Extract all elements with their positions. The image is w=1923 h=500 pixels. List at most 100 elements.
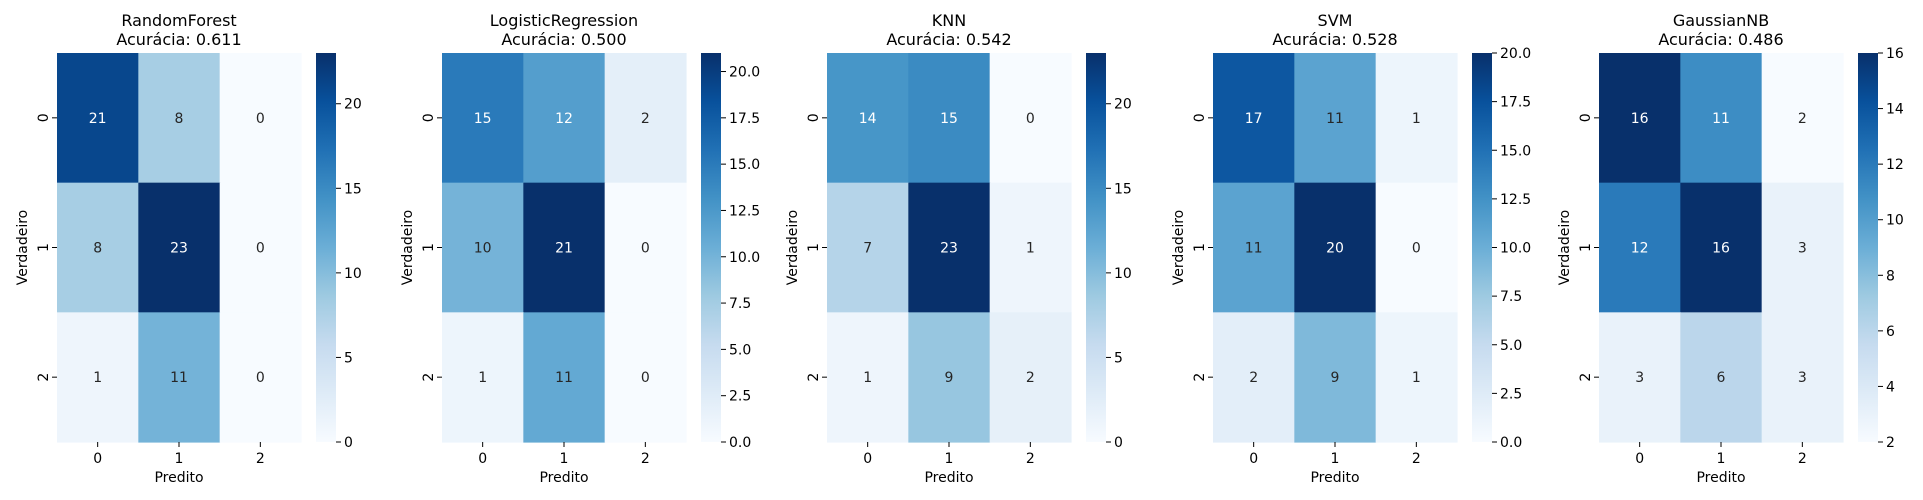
cell-value-label: 11 (555, 370, 573, 386)
x-tick-label: 1 (175, 451, 184, 467)
colorbar (701, 53, 721, 442)
colorbar-tick-label: 2 (1886, 435, 1895, 451)
x-tick-label: 0 (863, 451, 872, 467)
colorbar (1472, 53, 1492, 442)
y-tick-label: 2 (421, 373, 437, 382)
x-tick-label: 1 (945, 451, 954, 467)
colorbar-tick-label: 16 (1886, 46, 1904, 62)
x-axis-label: Predito (539, 470, 588, 486)
chart-subtitle: Acurácia: 0.611 (116, 30, 241, 49)
heatmap-cell (604, 312, 687, 443)
x-tick-label: 2 (641, 451, 650, 467)
cell-value-label: 1 (1412, 111, 1421, 127)
cell-value-label: 0 (1026, 111, 1035, 127)
cell-value-label: 21 (555, 241, 573, 257)
heatmap-cell (57, 182, 139, 313)
y-tick-label: 0 (36, 113, 52, 122)
cell-value-label: 16 (1712, 241, 1730, 257)
cell-value-label: 1 (478, 370, 487, 386)
cell-value-label: 0 (256, 370, 265, 386)
x-tick-label: 1 (1717, 451, 1726, 467)
cell-value-label: 12 (1631, 241, 1649, 257)
cell-value-label: 23 (170, 241, 188, 257)
cell-value-label: 9 (1331, 370, 1340, 386)
cell-value-label: 15 (474, 111, 492, 127)
x-tick-label: 0 (1249, 451, 1258, 467)
cell-value-label: 2 (1249, 370, 1258, 386)
x-tick-label: 1 (560, 451, 569, 467)
heatmap-cell (604, 182, 687, 313)
colorbar-tick-label: 0 (344, 435, 353, 451)
colorbar-tick-label: 10 (1886, 213, 1904, 229)
colorbar-tick-label: 15 (344, 181, 362, 197)
chart-title: RandomForest (121, 11, 236, 30)
cell-value-label: 8 (175, 111, 184, 127)
heatmap-cell (1375, 182, 1458, 313)
colorbar-tick-label: 12.5 (1500, 192, 1531, 208)
heatmap-cell (442, 312, 524, 443)
cell-value-label: 6 (1717, 370, 1726, 386)
cell-value-label: 2 (1026, 370, 1035, 386)
cell-value-label: 0 (1412, 241, 1421, 257)
heatmap-cell (523, 312, 606, 443)
cell-value-label: 3 (1798, 370, 1807, 386)
heatmap-cell (138, 182, 221, 313)
cell-value-label: 23 (940, 241, 958, 257)
cell-value-label: 2 (1798, 111, 1807, 127)
colorbar-tick-label: 20.0 (1500, 46, 1531, 62)
heatmap-cell (57, 53, 139, 184)
heatmap-cell (908, 312, 991, 443)
x-axis-label: Predito (1310, 470, 1359, 486)
colorbar (316, 53, 336, 442)
chart-subtitle: Acurácia: 0.486 (1658, 30, 1783, 49)
colorbar-tick-label: 7.5 (1500, 289, 1522, 305)
cell-value-label: 1 (1026, 241, 1035, 257)
colorbar-tick-label: 10.0 (1500, 241, 1531, 257)
colorbar-tick-label: 7.5 (729, 296, 751, 312)
colorbar-tick-label: 17.5 (1500, 95, 1531, 111)
cell-value-label: 2 (641, 111, 650, 127)
y-tick-label: 1 (1192, 243, 1208, 252)
colorbar-tick-label: 14 (1886, 102, 1904, 118)
x-axis-label: Predito (924, 470, 973, 486)
colorbar-tick-label: 6 (1886, 324, 1895, 340)
colorbar (1858, 53, 1878, 442)
x-tick-label: 1 (1331, 451, 1340, 467)
cell-value-label: 3 (1635, 370, 1644, 386)
y-axis-label: Verdadeiro (15, 210, 31, 285)
colorbar-tick-label: 20 (344, 97, 362, 113)
colorbar-tick-label: 10 (1114, 266, 1132, 282)
y-axis-label: Verdadeiro (400, 210, 416, 285)
cell-value-label: 1 (93, 370, 102, 386)
chart-title: LogisticRegression (490, 11, 638, 30)
colorbar-tick-label: 2.5 (1500, 386, 1522, 402)
cell-value-label: 16 (1631, 111, 1649, 127)
cell-value-label: 7 (863, 241, 872, 257)
heatmap-cell (138, 312, 221, 443)
x-tick-label: 2 (1026, 451, 1035, 467)
x-axis-label: Predito (1696, 470, 1745, 486)
cell-value-label: 11 (1326, 111, 1344, 127)
chart-title: SVM (1318, 11, 1353, 30)
y-tick-label: 1 (806, 243, 822, 252)
colorbar-tick-label: 8 (1886, 268, 1895, 284)
colorbar-tick-label: 17.5 (729, 111, 760, 127)
heatmap-cell (989, 182, 1072, 313)
y-tick-label: 2 (806, 373, 822, 382)
colorbar-tick-label: 5.0 (1500, 338, 1522, 354)
heatmap-cell (827, 53, 909, 184)
heatmap-cell (604, 53, 687, 184)
y-axis-label: Verdadeiro (785, 210, 801, 285)
x-tick-label: 2 (256, 451, 265, 467)
heatmap-cell (1680, 182, 1763, 313)
cell-value-label: 1 (1412, 370, 1421, 386)
y-tick-label: 2 (1192, 373, 1208, 382)
heatmap-cell (908, 53, 991, 184)
y-tick-label: 0 (806, 113, 822, 122)
heatmap-cell (1213, 312, 1295, 443)
heatmap-cell (523, 53, 606, 184)
heatmap-cell (1599, 182, 1681, 313)
heatmap-cell (1680, 53, 1763, 184)
